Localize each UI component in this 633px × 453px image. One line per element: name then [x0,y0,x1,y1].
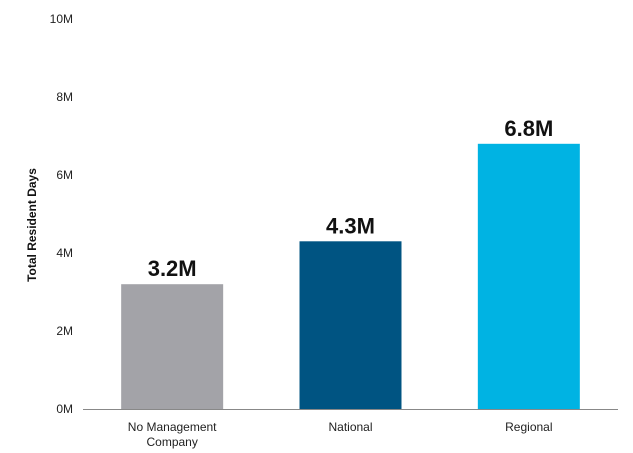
y-axis-ticks: 0M 2M 4M 6M 8M 10M [50,12,73,416]
y-tick-label: 10M [50,12,73,26]
bar [121,284,224,409]
y-tick-label: 0M [56,402,73,416]
y-tick-label: 8M [56,90,73,104]
y-tick-label: 2M [56,324,73,338]
category-labels: No Management Company National Regional [128,420,553,449]
data-label: 4.3M [326,213,375,238]
y-tick-label: 4M [56,246,73,260]
y-tick-label: 6M [56,168,73,182]
bar [477,143,580,410]
bars [121,143,580,410]
category-label: National [328,420,372,434]
data-label: 6.8M [504,116,553,141]
category-label: Regional [505,420,552,434]
data-label: 3.2M [148,256,197,281]
data-labels: 3.2M 4.3M 6.8M [148,116,554,281]
bar [299,241,402,409]
category-label: No Management Company [128,420,217,449]
y-axis-label: Total Resident Days [25,168,39,282]
